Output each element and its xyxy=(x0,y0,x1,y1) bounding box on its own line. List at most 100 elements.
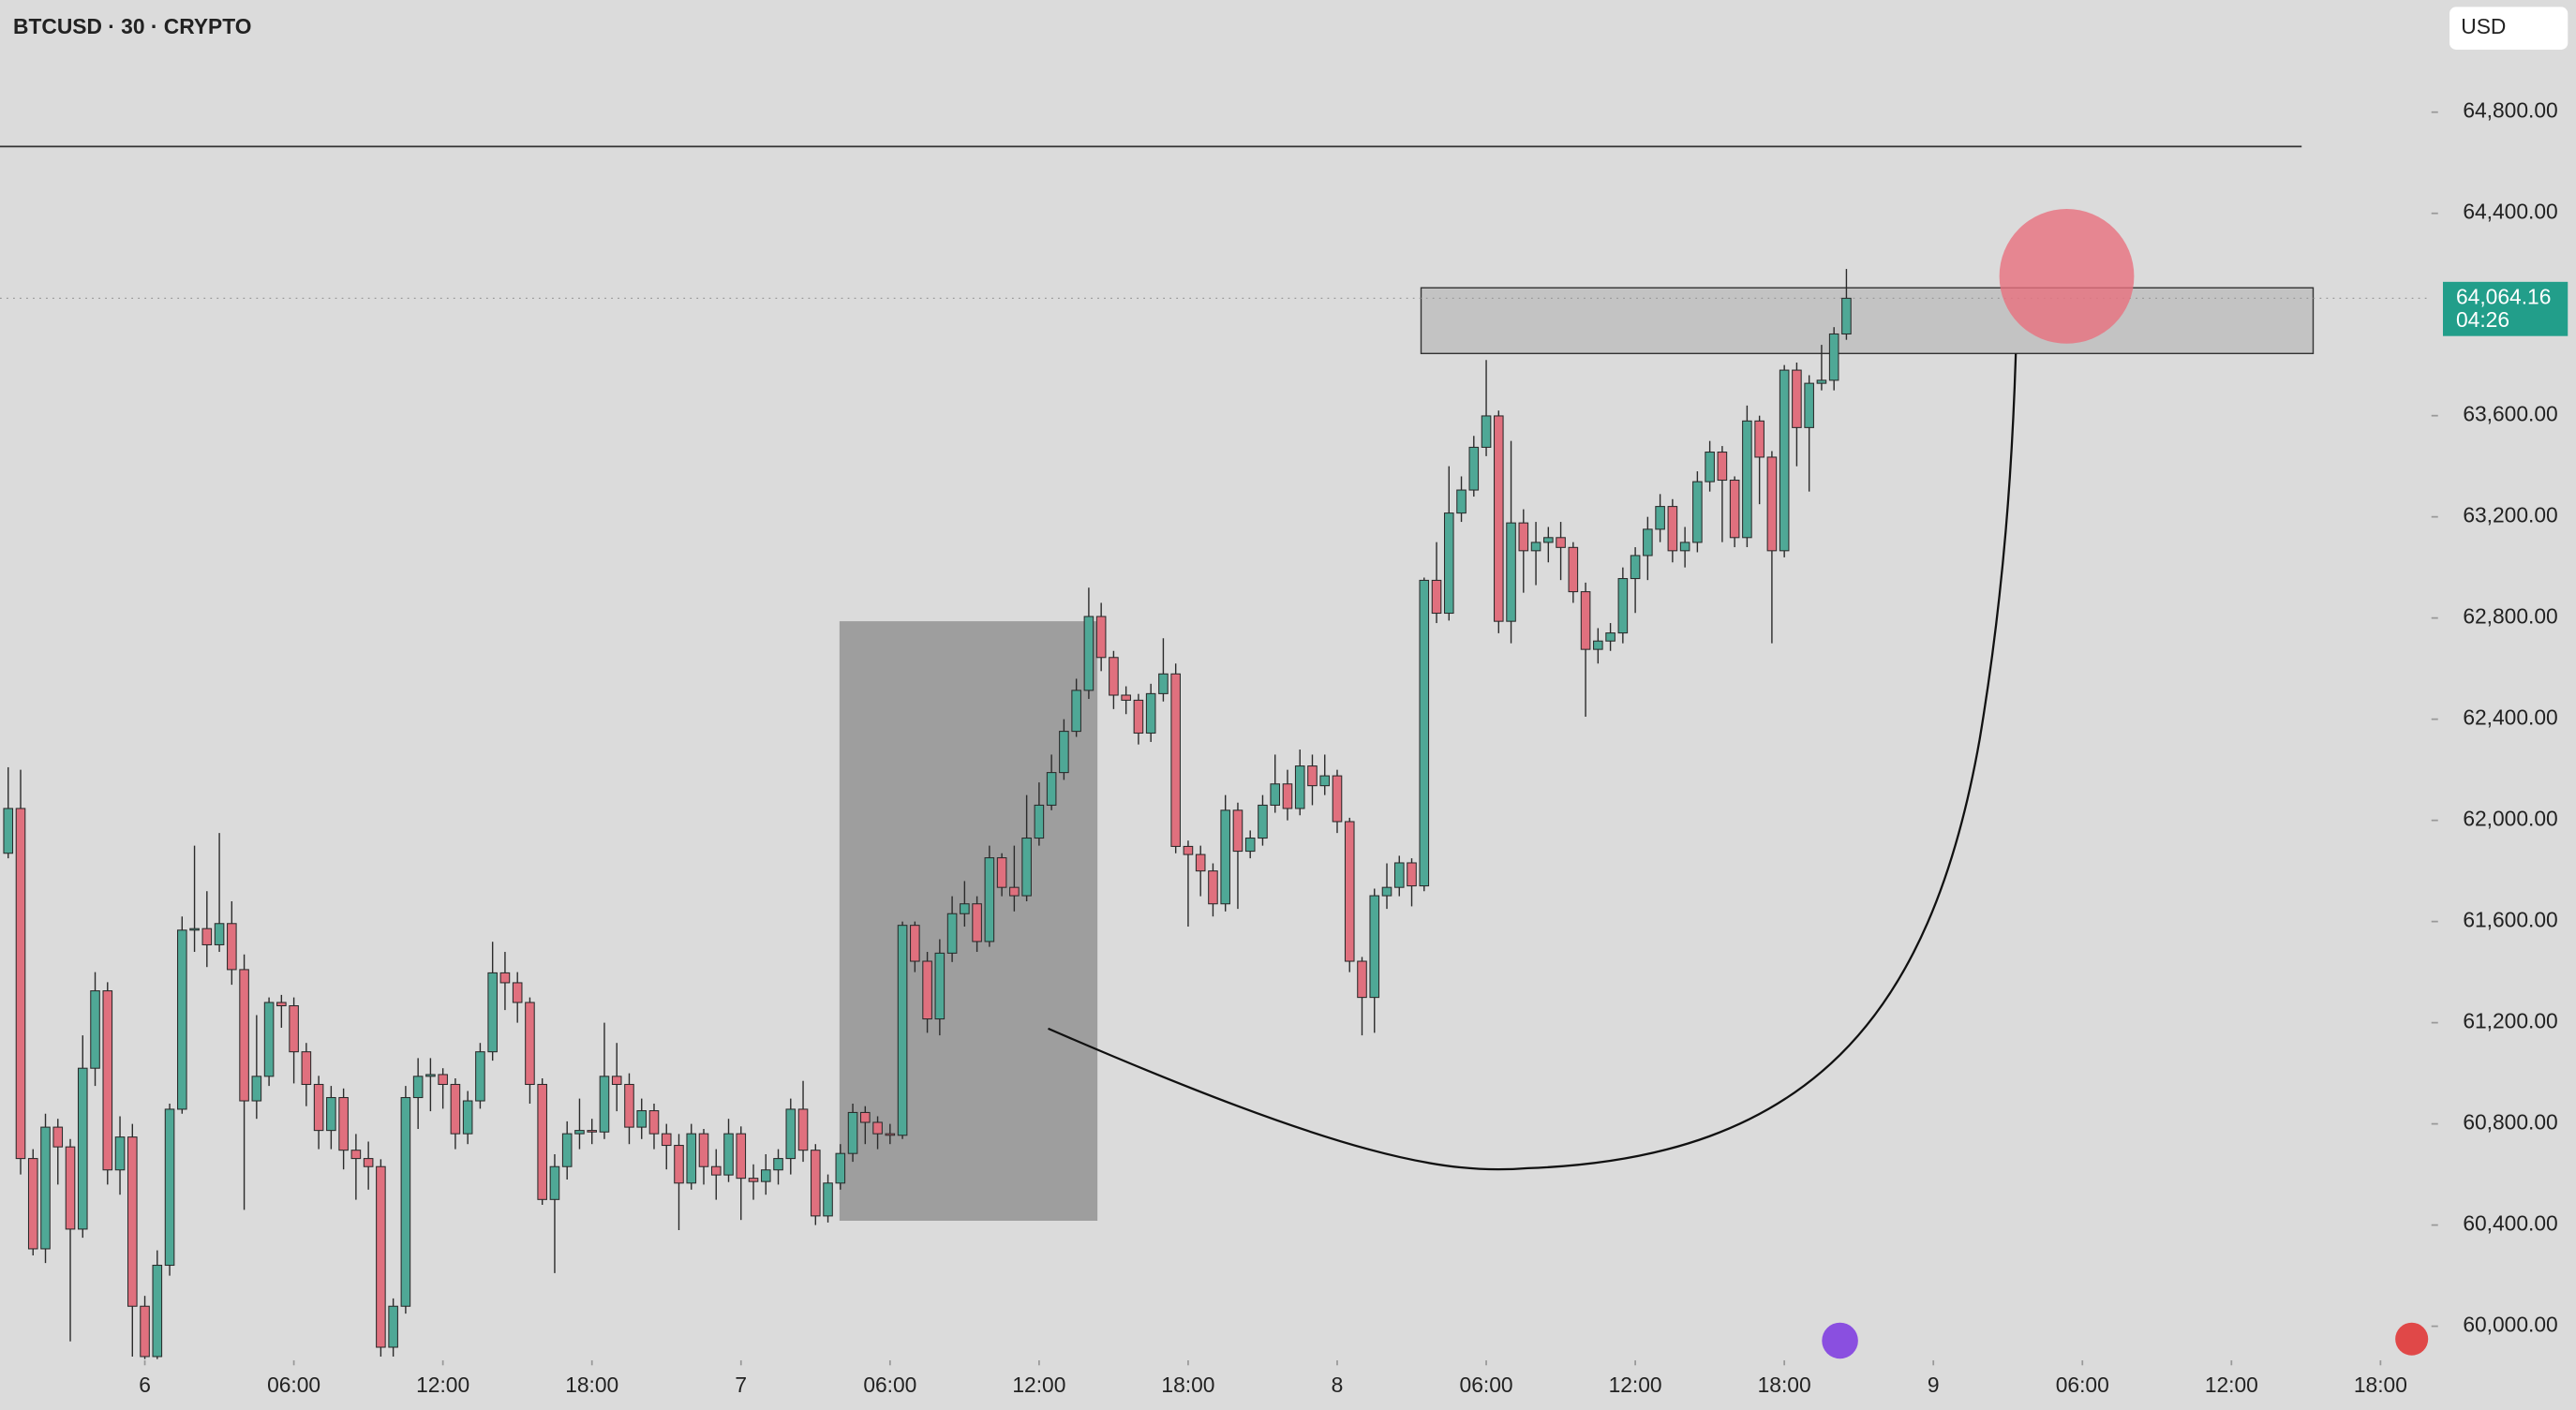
candle-body xyxy=(164,1108,175,1267)
candle-body xyxy=(1828,333,1839,381)
candle-body xyxy=(1369,895,1380,999)
candle-body xyxy=(177,929,187,1110)
candle-body xyxy=(1095,616,1107,659)
candle-body xyxy=(587,1130,598,1133)
candle-body xyxy=(674,1145,684,1184)
candle-body xyxy=(462,1100,473,1135)
drawings xyxy=(839,287,2315,1222)
y-tick-label: 62,800.00 xyxy=(2463,604,2557,629)
candle-body xyxy=(1319,775,1331,787)
drawings xyxy=(0,145,2302,1171)
candle-body xyxy=(1468,446,1480,491)
last-price-box xyxy=(2442,281,2569,336)
candle-body xyxy=(1357,960,1367,999)
y-tick-label: 61,600.00 xyxy=(2463,908,2557,932)
candle-body xyxy=(499,972,511,984)
currency[interactable]: USD xyxy=(2461,14,2506,38)
y-tick-label: 63,600.00 xyxy=(2463,402,2557,426)
candle-body xyxy=(860,1111,871,1123)
candle-body xyxy=(984,857,995,942)
candle-body xyxy=(1270,783,1281,806)
candle-body xyxy=(1158,673,1169,694)
candle-body xyxy=(1021,838,1032,897)
candle-body xyxy=(65,1146,76,1230)
candle-body xyxy=(140,1305,150,1358)
candle-body xyxy=(251,1076,262,1102)
candle-body xyxy=(1667,506,1678,552)
candle-body xyxy=(537,1083,547,1200)
candle-body xyxy=(847,1111,858,1154)
candle-body xyxy=(835,1152,846,1184)
candle-body xyxy=(960,903,970,914)
candle-body xyxy=(227,923,237,971)
y-tick-label: 62,400.00 xyxy=(2463,705,2557,730)
candle-body xyxy=(400,1096,411,1307)
candle-body xyxy=(1443,512,1454,615)
x-tick-label: 9 xyxy=(1928,1373,1940,1397)
candle-body xyxy=(127,1136,138,1307)
candle-body xyxy=(1766,456,1778,552)
x-tick-label: 06:00 xyxy=(1460,1373,1513,1397)
candle-body xyxy=(1543,537,1554,543)
candle-body xyxy=(1580,591,1591,650)
candle-body xyxy=(1121,694,1131,701)
candle-body xyxy=(1109,657,1119,696)
icon[interactable] xyxy=(1822,1322,1858,1359)
candle-body xyxy=(326,1096,336,1132)
candle-body xyxy=(201,928,213,945)
candle-body xyxy=(698,1133,709,1167)
y-tick-label: 64,400.00 xyxy=(2463,200,2557,224)
candle-body xyxy=(1841,297,1852,335)
candle-body xyxy=(885,1133,896,1136)
candle-body xyxy=(1717,452,1728,482)
candle-body xyxy=(611,1076,622,1086)
candle-body xyxy=(276,1002,287,1007)
candle-body xyxy=(1506,522,1516,622)
candle-body xyxy=(214,923,225,945)
x-tick-label: 7 xyxy=(735,1373,747,1397)
candle-body xyxy=(648,1110,660,1135)
candle-body xyxy=(1294,765,1305,809)
candle-body xyxy=(1692,481,1703,543)
x-tick-label: 06:00 xyxy=(267,1373,320,1397)
candle-body xyxy=(1258,804,1268,839)
curve xyxy=(1048,353,2018,1171)
candle-body xyxy=(376,1165,386,1348)
chart-title: BTCUSD · 30 · CRYPTO xyxy=(13,14,251,38)
icon[interactable] xyxy=(2395,1322,2429,1356)
candle-body xyxy=(1494,415,1504,622)
candle-body xyxy=(549,1165,560,1200)
x-tick-label: 12:00 xyxy=(1609,1373,1662,1397)
candle-body xyxy=(1195,853,1206,872)
candle-body xyxy=(1568,546,1579,593)
candle-body xyxy=(475,1051,485,1102)
candle-body xyxy=(301,1051,312,1086)
candle-body xyxy=(1183,845,1194,855)
candle-body xyxy=(1456,489,1467,514)
candle-body xyxy=(1518,522,1529,552)
x-tick-label: 18:00 xyxy=(2354,1373,2407,1397)
candle-body xyxy=(823,1182,833,1217)
last-price-label: 64,064.16 xyxy=(2456,284,2551,308)
candle-body xyxy=(760,1169,771,1182)
candle-body xyxy=(1170,673,1181,847)
candle-body xyxy=(27,1158,38,1250)
icon[interactable] xyxy=(1822,1322,2429,1359)
candle-body xyxy=(922,960,932,1020)
x-tick-label: 06:00 xyxy=(863,1373,916,1397)
candle-body xyxy=(350,1150,362,1160)
candle-body xyxy=(1059,731,1069,774)
candle-body xyxy=(289,1004,299,1053)
currency-button[interactable] xyxy=(2449,7,2569,50)
candle-body xyxy=(3,808,14,854)
range-box xyxy=(839,621,1098,1222)
candle-body xyxy=(1792,369,1802,428)
x-tick-label: 18:00 xyxy=(1758,1373,1811,1397)
candle-body xyxy=(1046,772,1057,806)
candle-body xyxy=(102,990,113,1171)
candle-body xyxy=(624,1083,634,1128)
y-tick-label: 61,200.00 xyxy=(2463,1009,2557,1033)
candle-body xyxy=(1344,821,1355,962)
